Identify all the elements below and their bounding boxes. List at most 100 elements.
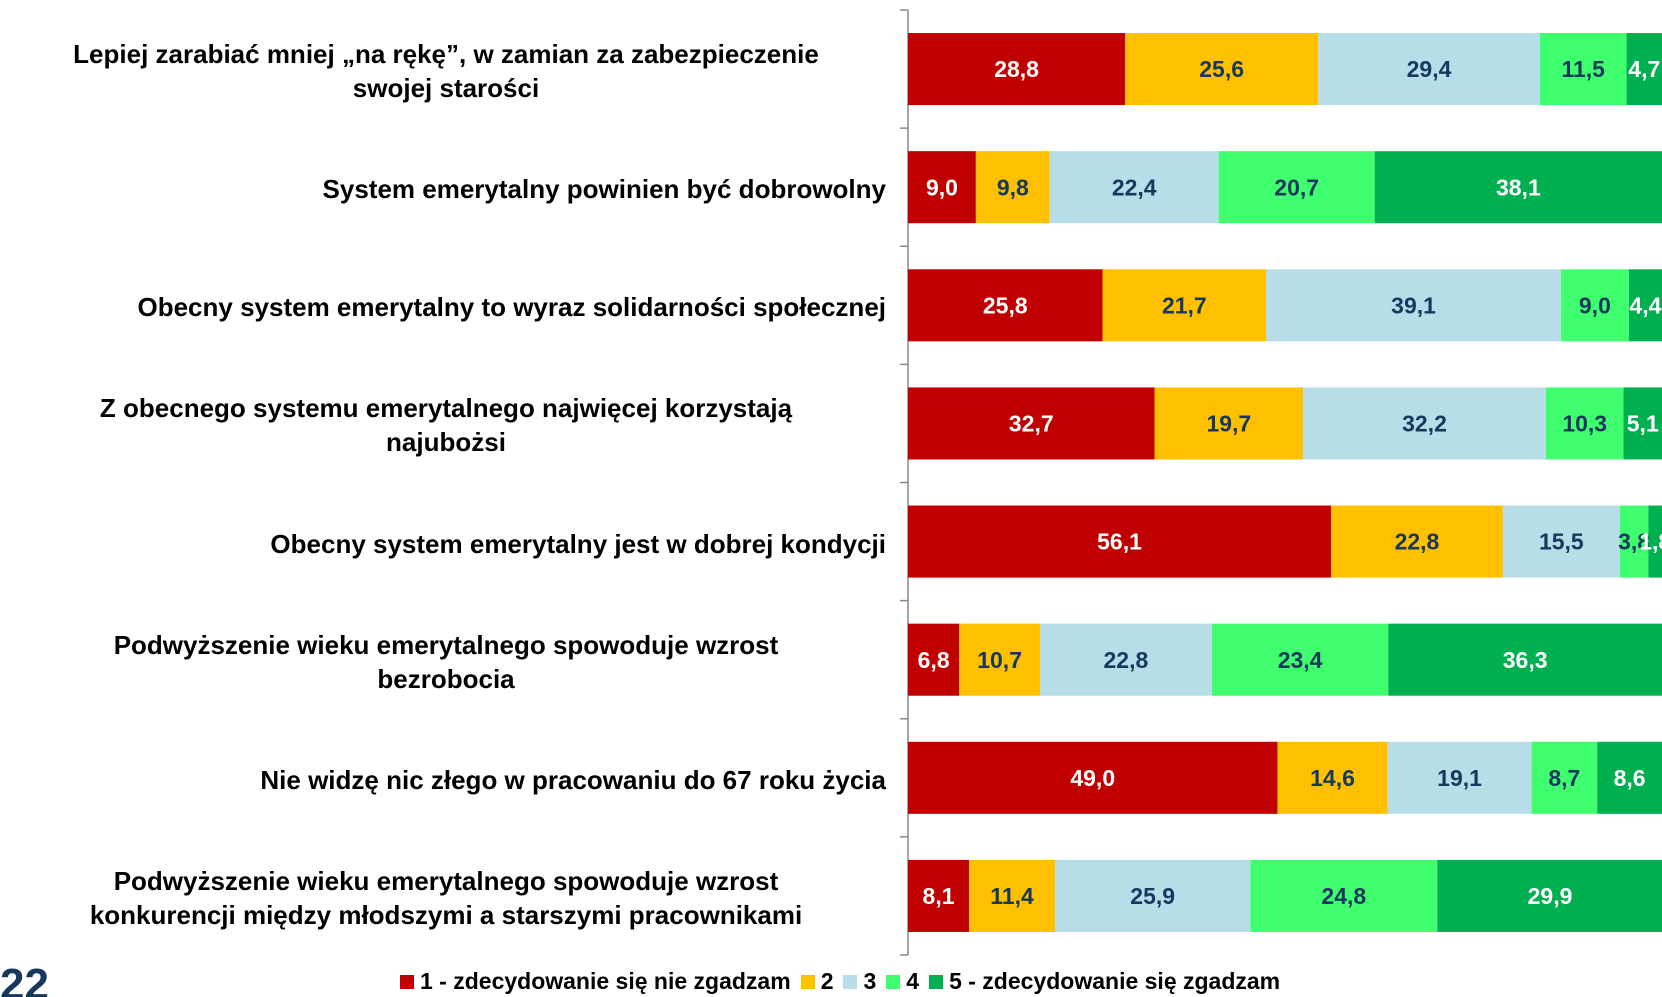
bar-segment xyxy=(1623,387,1662,460)
value-label: 9,0 xyxy=(1579,292,1611,318)
value-label: 25,8 xyxy=(983,292,1028,318)
bar-segment xyxy=(1545,387,1624,460)
value-label: 4,7 xyxy=(1628,56,1660,82)
value-label: 29,4 xyxy=(1407,56,1452,82)
value-label: 19,7 xyxy=(1206,411,1251,437)
category-label: Obecny system emerytalny to wyraz solida… xyxy=(137,292,886,323)
legend-swatch xyxy=(886,974,901,989)
value-label: 39,1 xyxy=(1391,292,1436,318)
legend: 1 - zdecydowanie się nie zgadzam 2 3 4 5 - z… xyxy=(400,968,1290,995)
bar-segment xyxy=(1560,269,1629,342)
value-label: 29,9 xyxy=(1528,883,1573,909)
value-label: 11,4 xyxy=(990,883,1034,909)
category-label: Podwyższenie wieku emerytalnego spowoduj… xyxy=(89,865,803,930)
bar-segment xyxy=(1531,741,1598,814)
bar-segment xyxy=(1626,33,1662,106)
bar-segment xyxy=(1055,859,1251,932)
value-label: 32,2 xyxy=(1402,411,1447,437)
value-label: 25,9 xyxy=(1130,883,1175,909)
bar-segment xyxy=(1648,505,1662,578)
bar-segment xyxy=(1154,387,1304,460)
bar-segment xyxy=(908,623,960,696)
bar-segment xyxy=(1266,269,1561,342)
value-label: 22,4 xyxy=(1112,174,1157,200)
category-label: System emerytalny powinien być dobrowoln… xyxy=(322,174,886,205)
bar-segment xyxy=(1039,623,1212,696)
value-label: 22,8 xyxy=(1104,647,1149,673)
value-label: 9,8 xyxy=(997,174,1029,200)
value-label: 6,8 xyxy=(918,647,950,673)
value-label: 49,0 xyxy=(1070,765,1115,791)
bar-segment xyxy=(908,505,1331,578)
legend-label: 4 xyxy=(906,968,920,994)
bar-segment xyxy=(908,859,970,932)
value-label: 8,6 xyxy=(1614,765,1646,791)
legend-label: 3 xyxy=(863,968,877,994)
bar-segment xyxy=(975,151,1050,224)
value-label: 1,8 xyxy=(1639,529,1662,555)
value-label: 15,5 xyxy=(1539,529,1584,555)
legend-item: 1 - zdecydowanie się nie zgadzam xyxy=(400,968,791,995)
value-label: 22,8 xyxy=(1395,529,1440,555)
value-label: 10,7 xyxy=(977,647,1022,673)
value-label: 8,1 xyxy=(923,883,955,909)
value-label: 19,1 xyxy=(1437,765,1482,791)
bar-segment xyxy=(959,623,1040,696)
value-label: 11,5 xyxy=(1561,56,1605,82)
bar-segment xyxy=(1250,859,1438,932)
legend-item: 3 xyxy=(843,968,876,995)
bar-segment xyxy=(969,859,1056,932)
category-label: Lepiej zarabiać mniej „na rękę”, w zamia… xyxy=(73,39,819,104)
value-label: 5,1 xyxy=(1627,411,1659,437)
bar-segment xyxy=(1619,505,1649,578)
legend-swatch xyxy=(400,974,414,989)
bar-segment xyxy=(1597,741,1662,814)
bar-segment xyxy=(1387,741,1532,814)
value-label: 32,7 xyxy=(1009,411,1054,437)
legend-swatch xyxy=(800,974,815,989)
value-label: 36,3 xyxy=(1503,647,1548,673)
bar-segment xyxy=(908,387,1155,460)
bar-segment xyxy=(908,269,1103,342)
value-label: 3,8 xyxy=(1618,529,1650,555)
bar-segment xyxy=(1125,33,1319,106)
bar-segment xyxy=(1102,269,1267,342)
value-label: 28,8 xyxy=(994,56,1039,82)
bar-segment xyxy=(1539,33,1627,106)
bar-segment xyxy=(1211,623,1389,696)
value-label: 10,3 xyxy=(1562,411,1607,437)
bar-segment xyxy=(908,33,1126,106)
bar-segment xyxy=(1374,151,1662,224)
legend-item: 5 - zdecydowanie się zgadzam xyxy=(929,968,1280,995)
legend-item: 2 xyxy=(800,968,834,995)
legend-swatch xyxy=(843,974,858,989)
category-label: Obecny system emerytalny jest w dobrej k… xyxy=(270,528,886,559)
bar-segment xyxy=(1330,505,1503,578)
value-label: 4,4 xyxy=(1629,292,1661,318)
value-label: 20,7 xyxy=(1274,174,1319,200)
value-label: 9,0 xyxy=(926,174,958,200)
value-label: 25,6 xyxy=(1199,56,1244,82)
bar-segment xyxy=(1388,623,1662,696)
bar-segment xyxy=(1628,269,1662,342)
value-label: 56,1 xyxy=(1097,529,1142,555)
legend-label: 2 xyxy=(820,968,834,994)
value-label: 8,7 xyxy=(1548,765,1580,791)
value-label: 23,4 xyxy=(1278,647,1323,673)
bar-segment xyxy=(1277,741,1388,814)
category-label: Nie widzę nic złego w pracowaniu do 67 r… xyxy=(260,764,886,795)
legend-label: 5 - zdecydowanie się zgadzam xyxy=(949,968,1281,994)
legend-item: 4 xyxy=(886,968,919,995)
category-label: Podwyższenie wieku emerytalnego spowoduj… xyxy=(113,629,779,694)
bar-segment xyxy=(1437,859,1662,932)
value-label: 24,8 xyxy=(1321,883,1366,909)
bar-segment xyxy=(1218,151,1375,224)
page-number: 22 xyxy=(0,960,49,997)
legend-swatch xyxy=(929,974,944,989)
value-label: 14,6 xyxy=(1310,765,1355,791)
value-label: 21,7 xyxy=(1162,292,1207,318)
bar-segment xyxy=(1318,33,1540,106)
bar-segment xyxy=(1502,505,1620,578)
